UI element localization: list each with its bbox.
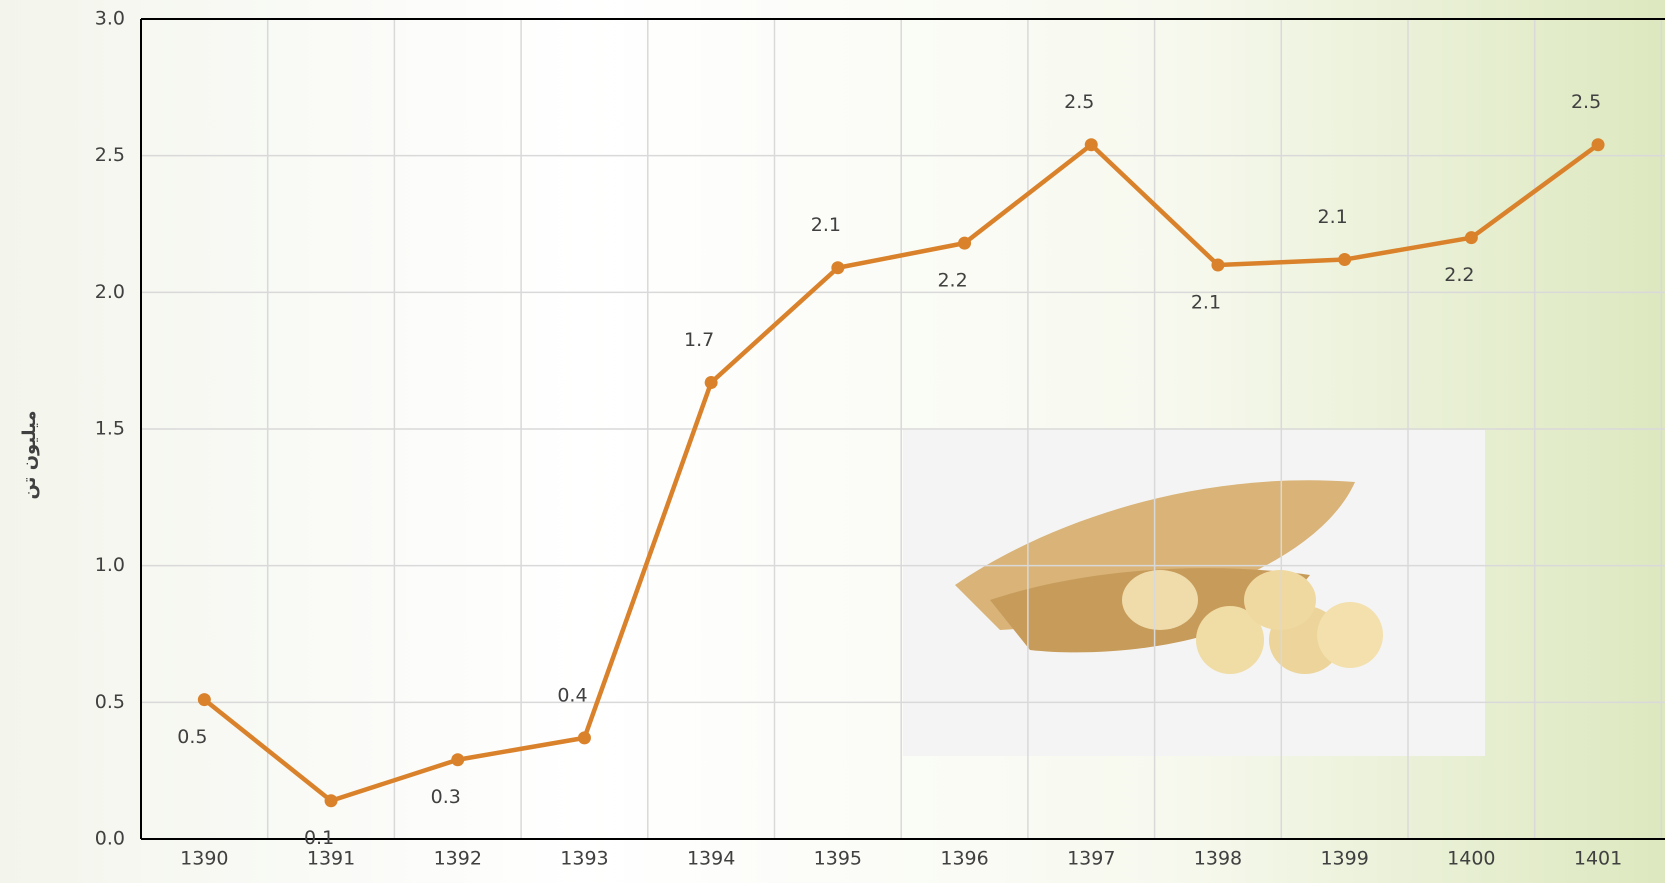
x-tick-label: 1398 — [1194, 848, 1242, 870]
data-label: 2.2 — [937, 270, 967, 292]
marker — [198, 693, 211, 706]
x-tick-label: 1392 — [434, 848, 482, 870]
data-label: 1.7 — [684, 329, 714, 351]
data-label: 2.1 — [811, 214, 841, 236]
x-tick-label: 1390 — [180, 848, 228, 870]
x-tick-label: 1396 — [940, 848, 988, 870]
marker — [325, 794, 338, 807]
x-tick-label: 1393 — [560, 848, 608, 870]
x-tick-label: 1394 — [687, 848, 735, 870]
marker — [451, 753, 464, 766]
data-label: 2.5 — [1571, 91, 1601, 113]
marker — [578, 731, 591, 744]
page: میلیون تن 0.0 0.5 1.0 1.5 2.0 2.5 3.0 1390 1391 1… — [0, 0, 1665, 883]
marker — [958, 237, 971, 250]
marker — [1211, 259, 1224, 272]
marker — [1338, 253, 1351, 266]
data-label: 0.1 — [304, 827, 334, 849]
x-tick-label: 1397 — [1067, 848, 1115, 870]
marker — [705, 376, 718, 389]
y-tick-label: 0.5 — [95, 691, 125, 713]
data-label: 0.5 — [177, 726, 207, 748]
marker — [1592, 138, 1605, 151]
data-label: 0.3 — [431, 786, 461, 808]
x-tick-label: 1391 — [307, 848, 355, 870]
y-tick-label: 1.0 — [95, 554, 125, 576]
data-label: 2.5 — [1064, 91, 1094, 113]
y-axis-title: میلیون تن — [19, 410, 40, 499]
data-label: 2.2 — [1444, 264, 1474, 286]
x-tick-label: 1399 — [1320, 848, 1368, 870]
y-tick-label: 2.0 — [95, 281, 125, 303]
x-tick-label: 1401 — [1574, 848, 1622, 870]
marker — [1465, 231, 1478, 244]
x-tick-label: 1395 — [814, 848, 862, 870]
y-tick-label: 2.5 — [95, 144, 125, 166]
chart: میلیون تن 0.0 0.5 1.0 1.5 2.0 2.5 3.0 1390 1391 1… — [0, 0, 1665, 883]
y-tick-label: 3.0 — [95, 8, 125, 30]
x-tick-label: 1400 — [1447, 848, 1495, 870]
marker — [1085, 138, 1098, 151]
marker — [831, 261, 844, 274]
y-tick-label: 0.0 — [95, 828, 125, 850]
data-label: 0.4 — [557, 684, 587, 706]
soybean-picture — [903, 430, 1485, 756]
data-label: 2.1 — [1191, 292, 1221, 314]
y-tick-label: 1.5 — [95, 418, 125, 440]
data-label: 2.1 — [1318, 206, 1348, 228]
